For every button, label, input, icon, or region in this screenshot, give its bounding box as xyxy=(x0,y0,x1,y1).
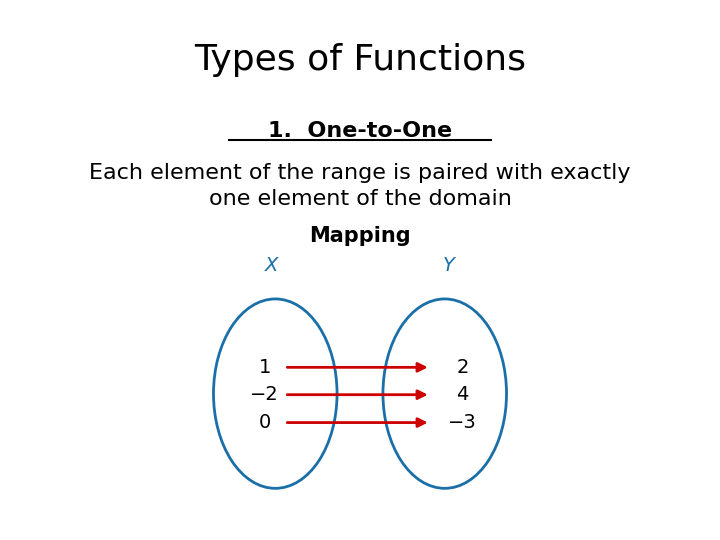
Text: 1.  One-to-One: 1. One-to-One xyxy=(268,120,452,140)
Text: 2: 2 xyxy=(456,358,469,377)
Text: 0: 0 xyxy=(258,413,271,432)
Text: Types of Functions: Types of Functions xyxy=(194,43,526,77)
Text: −3: −3 xyxy=(448,413,477,432)
Text: −2: −2 xyxy=(251,385,279,404)
Text: 4: 4 xyxy=(456,385,469,404)
Text: Y: Y xyxy=(442,256,454,275)
Text: X: X xyxy=(265,256,279,275)
Text: Each element of the range is paired with exactly: Each element of the range is paired with… xyxy=(89,163,631,183)
Text: 1: 1 xyxy=(258,358,271,377)
Text: one element of the domain: one element of the domain xyxy=(209,189,511,209)
Text: Mapping: Mapping xyxy=(309,226,411,246)
